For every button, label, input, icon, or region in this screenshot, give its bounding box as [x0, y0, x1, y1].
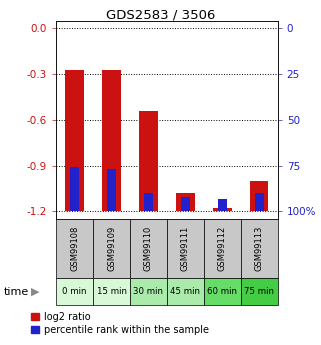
Text: 75 min: 75 min [244, 287, 274, 296]
Bar [65, 70, 84, 211]
Text: GSM99111: GSM99111 [181, 226, 190, 271]
Text: GSM99108: GSM99108 [70, 226, 79, 271]
Bar [250, 181, 268, 211]
Bar [93, 219, 130, 278]
Text: 60 min: 60 min [207, 287, 237, 296]
Bar [167, 278, 204, 305]
Text: time: time [4, 287, 29, 296]
Text: GSM99112: GSM99112 [218, 226, 227, 271]
Bar [241, 219, 278, 278]
Legend: log2 ratio, percentile rank within the sample: log2 ratio, percentile rank within the s… [27, 308, 213, 338]
Bar [218, 199, 227, 211]
Bar [176, 193, 195, 211]
Text: GSM99109: GSM99109 [107, 226, 116, 271]
Bar [102, 70, 121, 211]
Bar [255, 193, 264, 211]
Bar [139, 111, 158, 211]
Bar [93, 278, 130, 305]
Bar [70, 168, 79, 211]
Text: ▶: ▶ [31, 287, 40, 296]
Bar [204, 278, 241, 305]
Bar [204, 219, 241, 278]
Text: GSM99110: GSM99110 [144, 226, 153, 271]
Text: 30 min: 30 min [134, 287, 163, 296]
Text: 45 min: 45 min [170, 287, 200, 296]
Text: GDS2583 / 3506: GDS2583 / 3506 [106, 9, 215, 22]
Bar [56, 219, 93, 278]
Text: GSM99113: GSM99113 [255, 226, 264, 271]
Bar [241, 278, 278, 305]
Bar [130, 278, 167, 305]
Bar [56, 278, 93, 305]
Bar [107, 169, 116, 211]
Bar [144, 193, 153, 211]
Bar [181, 197, 190, 211]
Bar [130, 219, 167, 278]
Text: 15 min: 15 min [97, 287, 126, 296]
Text: 0 min: 0 min [62, 287, 87, 296]
Bar [167, 219, 204, 278]
Bar [213, 208, 231, 211]
